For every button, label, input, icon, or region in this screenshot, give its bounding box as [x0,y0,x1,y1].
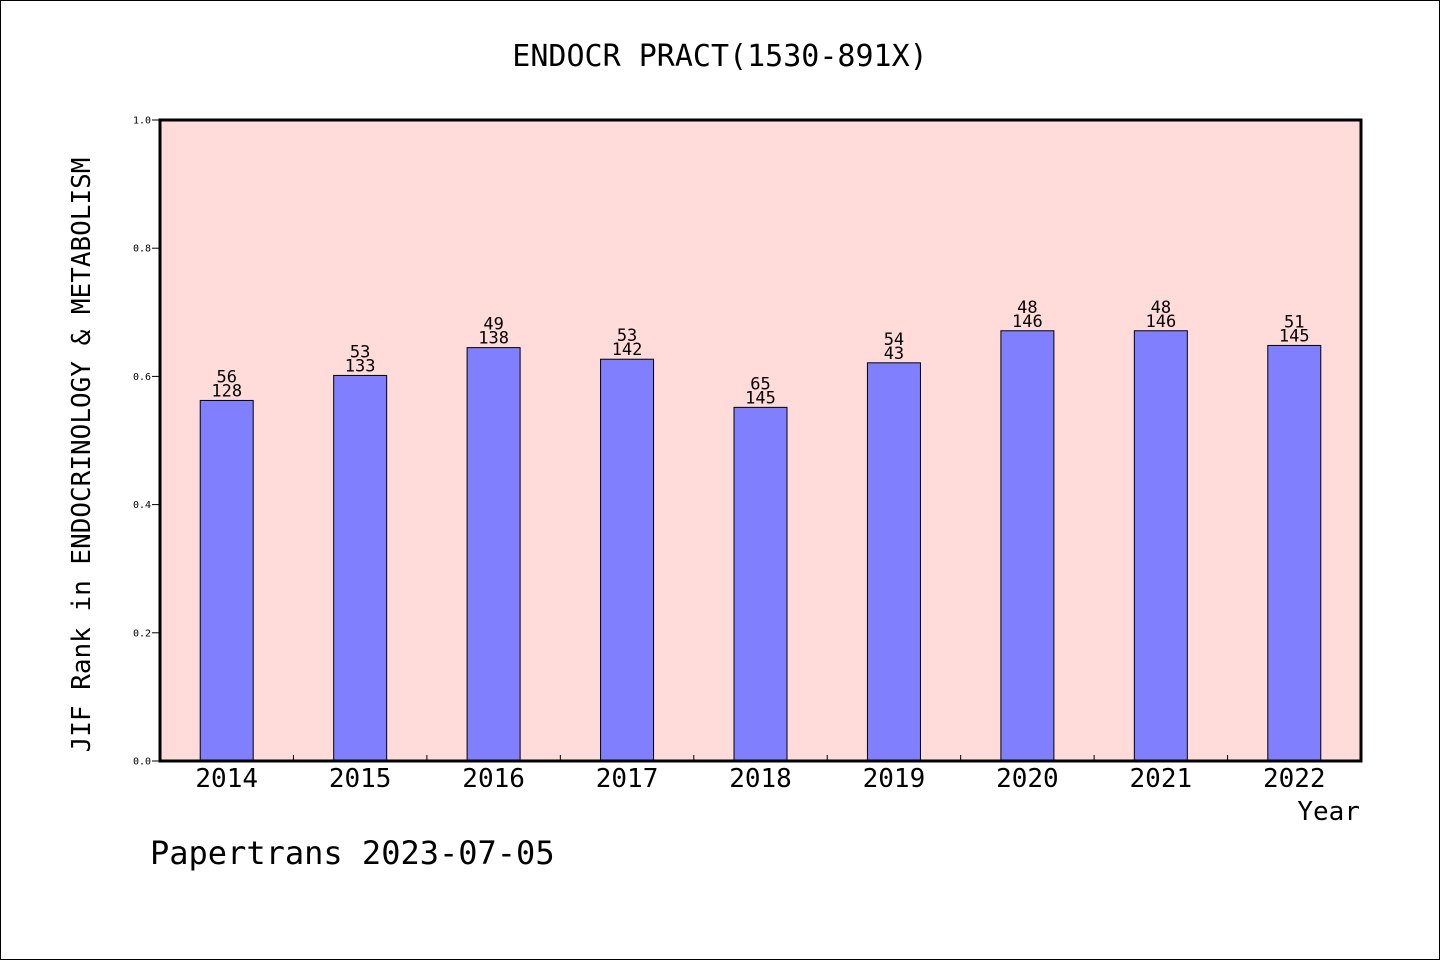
bar-2015 [333,374,388,762]
rank-label-2018: 65 [750,374,770,394]
y-tick-label-1.0: 1.0 [133,116,151,127]
bar-2021 [1133,330,1188,762]
y-tick-label-0.2: 0.2 [133,628,151,639]
total-label-2021: 146 [1145,312,1176,332]
rank-label-2016: 49 [483,315,503,335]
rank-label-2015: 53 [350,342,370,362]
total-label-2017: 142 [612,340,643,360]
total-label-2015: 133 [345,356,376,376]
footer-text: Papertrans 2023-07-05 [150,834,555,872]
x-tick-label-2017: 2017 [596,764,659,794]
total-label-2016: 138 [478,329,509,349]
x-tick-label-2015: 2015 [329,764,392,794]
x-axis: 2014 2015 2016 2017 2018 2019 2020 2021 2022 [195,755,1326,794]
x-tick-label-2014: 2014 [195,764,258,794]
bars-group [199,330,1322,762]
x-tick-label-2016: 2016 [462,764,525,794]
x-tick-label-2022: 2022 [1263,764,1326,794]
x-tick-label-2018: 2018 [729,764,792,794]
bar-2016 [466,347,521,762]
bar-2014 [199,399,254,762]
rank-label-2021: 48 [1151,298,1171,318]
x-axis-label: Year [1297,797,1360,827]
x-tick-label-2019: 2019 [863,764,926,794]
x-tick-label-2020: 2020 [996,764,1059,794]
rank-label-2014: 56 [216,367,236,387]
y-axis: 0.0 0.2 0.4 0.6 0.8 1.0 [133,116,160,768]
rank-label-2019: 54 [884,330,904,350]
total-label-2022: 145 [1279,326,1310,346]
rank-label-2022: 51 [1284,312,1304,332]
plot-border [158,118,1363,763]
x-tick-label-2021: 2021 [1130,764,1193,794]
rank-label-2017: 53 [617,326,637,346]
y-tick-label-0.6: 0.6 [133,372,151,383]
y-axis-label: JIF Rank in ENDOCRINOLOGY & METABOLISM [67,158,97,753]
y-tick-label-0.8: 0.8 [133,244,151,255]
bar-2018 [733,406,788,762]
total-label-2014: 128 [211,381,242,401]
rank-label-2020: 48 [1017,298,1037,318]
bar-2017 [600,358,655,762]
chart-title: ENDOCR PRACT(1530-891X) [512,39,927,74]
y-tick-label-0.0: 0.0 [133,757,151,768]
y-tick-label-0.4: 0.4 [133,500,151,511]
bar-2019 [866,362,921,762]
total-label-2018: 145 [745,388,776,408]
total-label-2020: 146 [1012,312,1043,332]
bar-2020 [1000,330,1055,762]
bar-2022 [1267,344,1322,762]
total-label-2019: 43 [884,344,904,364]
